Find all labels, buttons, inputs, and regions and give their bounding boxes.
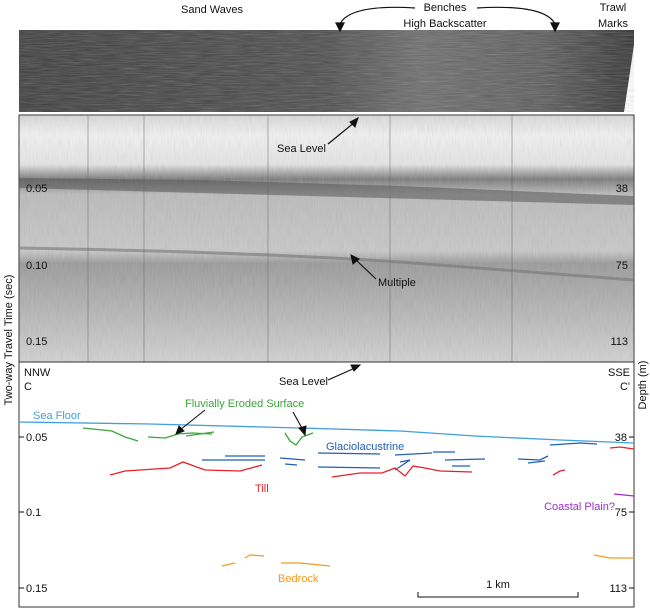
- horizons: [18, 421, 635, 567]
- svg-text:75: 75: [616, 260, 628, 272]
- benches-arrows: [335, 6, 560, 33]
- label-marks: Marks: [598, 18, 628, 30]
- svg-text:0.15: 0.15: [26, 336, 47, 348]
- seismic-right-ticks: 38 75 113: [610, 183, 628, 348]
- arrow-sea-level-seismic: [327, 117, 359, 145]
- svg-text:113: 113: [610, 336, 628, 348]
- fluvial-lines: [82, 427, 314, 446]
- label-benches: Benches: [424, 2, 467, 14]
- fluvial-arrows: [175, 409, 307, 437]
- label-c: C: [24, 381, 32, 393]
- svg-text:0.05: 0.05: [26, 183, 47, 195]
- label-sand-waves: Sand Waves: [181, 4, 243, 16]
- label-multiple: Multiple: [378, 277, 416, 289]
- left-axis-title: Two-way Travel Time (sec): [3, 275, 15, 406]
- svg-text:75: 75: [615, 507, 627, 519]
- svg-text:0.1: 0.1: [26, 507, 41, 519]
- svg-text:0.05: 0.05: [26, 432, 47, 444]
- label-c-prime: C': [620, 381, 630, 393]
- interp-right-ticks: 38 75 113: [609, 432, 634, 595]
- label-trawl: Trawl: [600, 2, 626, 14]
- interpretation-panel: [18, 361, 635, 608]
- interp-left-ticks: 0.05 0.1 0.15: [19, 432, 47, 595]
- label-sea-floor: Sea Floor: [33, 410, 81, 422]
- till-lines: [109, 446, 635, 478]
- scale-bar: [417, 592, 579, 598]
- seismic-profile: [18, 114, 635, 363]
- svg-text:113: 113: [609, 583, 627, 595]
- arrow-sea-level-interp: [327, 364, 362, 381]
- label-sea-level-interp: Sea Level: [279, 376, 328, 388]
- sea-floor-line: [18, 421, 635, 444]
- seismic-left-ticks: 0.05 0.10 0.15: [26, 183, 47, 348]
- svg-text:38: 38: [615, 432, 627, 444]
- label-fluvial-surface: Fluvially Eroded Surface: [185, 398, 304, 410]
- label-sea-level-seismic: Sea Level: [277, 143, 326, 155]
- label-bedrock: Bedrock: [278, 573, 319, 585]
- label-high-backscatter: High Backscatter: [403, 18, 486, 30]
- coastal-plain-line: [613, 493, 635, 497]
- label-glaciolacustrine: Glaciolacustrine: [326, 441, 404, 453]
- label-sse: SSE: [608, 367, 630, 379]
- glaciolacustrine-lines: [202, 442, 598, 471]
- scale-bar-label: 1 km: [486, 579, 510, 591]
- label-till: Till: [255, 483, 269, 495]
- arrow-multiple: [350, 254, 377, 280]
- label-nnw: NNW: [24, 367, 51, 379]
- svg-text:38: 38: [616, 183, 628, 195]
- svg-text:0.10: 0.10: [26, 260, 47, 272]
- right-axis-title: Depth (m): [637, 361, 649, 410]
- svg-text:0.15: 0.15: [26, 583, 47, 595]
- bedrock-lines: [221, 554, 634, 567]
- sidescan-sonar-strip: [19, 30, 634, 112]
- label-coastal-plain: Coastal Plain?: [544, 501, 615, 513]
